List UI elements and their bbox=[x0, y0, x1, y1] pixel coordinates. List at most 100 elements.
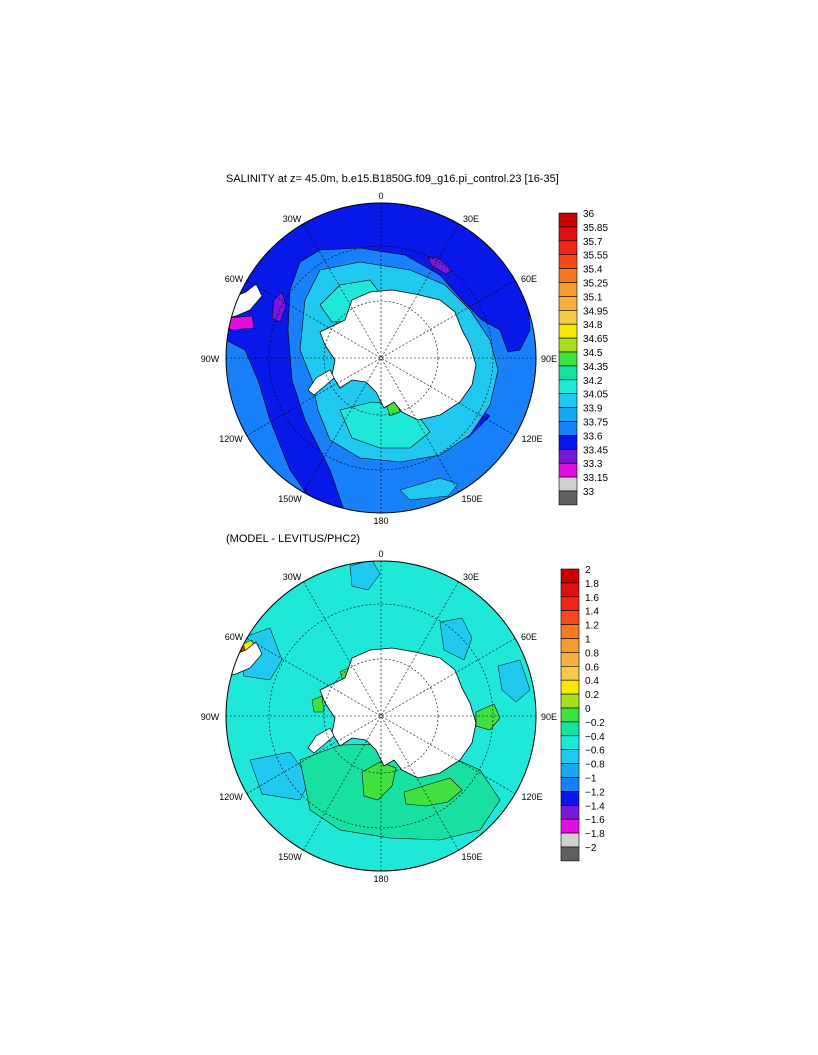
colorbar-label: 33.15 bbox=[583, 473, 608, 484]
colorbar-label: 35.55 bbox=[583, 251, 608, 262]
colorbar-swatch bbox=[558, 476, 578, 492]
colorbar-label: 34.05 bbox=[583, 390, 608, 401]
colorbar-swatch bbox=[558, 393, 578, 408]
difference-patch-east bbox=[497, 659, 531, 703]
colorbar-label: 0.4 bbox=[585, 676, 599, 687]
salinity-outer-band bbox=[226, 203, 531, 513]
salinity-graticule bbox=[226, 203, 536, 513]
colorbar-label: −1.8 bbox=[585, 829, 605, 840]
colorbar-label: −0.8 bbox=[585, 760, 605, 771]
colorbar-swatch bbox=[558, 254, 578, 269]
colorbar-label: 35.25 bbox=[583, 279, 608, 290]
difference-lon-labels: 0 30E 60E 90E 120E 150E 180 150W 120W 90… bbox=[201, 549, 557, 884]
colorbar-swatch bbox=[560, 638, 580, 653]
salinity-colorbar: 36 35.85 35.7 35.55 35.4 35.25 35.1 34.95 34.8 34… bbox=[558, 209, 608, 506]
colorbar-swatch bbox=[560, 846, 580, 862]
colorbar-label: −1.2 bbox=[585, 787, 605, 798]
colorbar-swatch bbox=[558, 323, 578, 339]
colorbar-swatch bbox=[560, 693, 580, 709]
colorbar-label: 34.35 bbox=[583, 362, 608, 373]
colorbar-label: 0.6 bbox=[585, 662, 599, 673]
colorbar-swatch bbox=[560, 568, 580, 584]
lon-label-90e: 90E bbox=[541, 712, 557, 722]
salinity-map-border bbox=[225, 202, 537, 514]
colorbar-swatch bbox=[558, 212, 578, 228]
colorbar-swatch bbox=[560, 749, 580, 764]
colorbar-label: 1.8 bbox=[585, 579, 599, 590]
salinity-title: SALINITY at z= 45.0m, b.e15.B1850G.f09_g… bbox=[226, 173, 559, 185]
colorbar-label: 35.4 bbox=[583, 265, 603, 276]
difference-patch-north bbox=[349, 561, 381, 591]
lon-label-150e: 150E bbox=[461, 852, 482, 862]
colorbar-label: 35.7 bbox=[583, 237, 603, 248]
colorbar-swatch bbox=[560, 665, 580, 681]
colorbar-label: 33.3 bbox=[583, 459, 603, 470]
colorbar-swatch bbox=[558, 462, 578, 478]
lon-label-0: 0 bbox=[378, 191, 383, 201]
lon-label-120e: 120E bbox=[521, 792, 542, 802]
difference-colorbar: 2 1.8 1.6 1.4 1.2 1 0.8 0.6 0.4 0.2 0 −0.2 −0.4 −0.6 −… bbox=[560, 565, 605, 862]
lon-label-150w: 150W bbox=[278, 852, 302, 862]
lon-label-30w: 30W bbox=[283, 572, 302, 582]
difference-green-southeast bbox=[403, 777, 463, 807]
colorbar-swatch bbox=[560, 652, 580, 667]
colorbar-swatch bbox=[558, 490, 578, 506]
salinity-purple-spot-east bbox=[427, 257, 453, 275]
colorbar-label: 34.95 bbox=[583, 306, 608, 317]
colorbar-label: 34.2 bbox=[583, 376, 603, 387]
difference-green-ross bbox=[361, 761, 397, 801]
colorbar-label: 1 bbox=[585, 635, 591, 646]
salinity-map bbox=[226, 203, 536, 513]
colorbar-label: 1.4 bbox=[585, 607, 599, 618]
colorbar-swatch bbox=[558, 226, 578, 242]
colorbar-label: −2 bbox=[585, 843, 597, 854]
colorbar-label: 33.9 bbox=[583, 404, 603, 415]
colorbar-swatch bbox=[560, 679, 580, 695]
colorbar-swatch bbox=[560, 624, 580, 639]
colorbar-swatch bbox=[560, 763, 580, 778]
difference-map bbox=[226, 561, 536, 871]
colorbar-swatch bbox=[558, 351, 578, 367]
salinity-peninsula bbox=[307, 369, 335, 396]
colorbar-label: 34.65 bbox=[583, 334, 608, 345]
colorbar-label: 33.75 bbox=[583, 418, 608, 429]
difference-map-border bbox=[225, 560, 537, 872]
colorbar-swatch bbox=[558, 309, 578, 325]
colorbar-label: 34.5 bbox=[583, 348, 603, 359]
colorbar-swatch bbox=[558, 365, 578, 381]
lon-label-30w: 30W bbox=[283, 214, 302, 224]
lon-label-120e: 120E bbox=[521, 434, 542, 444]
colorbar-swatch bbox=[560, 804, 580, 820]
colorbar-label: 33 bbox=[583, 487, 595, 498]
colorbar-label: 33.6 bbox=[583, 431, 603, 442]
colorbar-label: −1.6 bbox=[585, 815, 605, 826]
colorbar-swatch bbox=[560, 777, 580, 792]
colorbar-swatch bbox=[560, 721, 580, 737]
lon-label-0: 0 bbox=[378, 549, 383, 559]
lon-label-90e: 90E bbox=[541, 354, 557, 364]
lon-label-90w: 90W bbox=[201, 354, 220, 364]
colorbar-swatch bbox=[560, 582, 580, 598]
lon-label-180: 180 bbox=[373, 516, 388, 526]
lon-label-90w: 90W bbox=[201, 712, 220, 722]
difference-patch-northeast bbox=[439, 617, 473, 661]
salinity-magenta-spot bbox=[227, 315, 255, 331]
colorbar-label: 0 bbox=[585, 704, 591, 715]
lon-label-150e: 150E bbox=[461, 494, 482, 504]
colorbar-swatch bbox=[558, 337, 578, 353]
difference-title: (MODEL - LEVITUS/PHC2) bbox=[226, 533, 360, 545]
colorbar-label: 0.2 bbox=[585, 690, 599, 701]
colorbar-swatch bbox=[558, 407, 578, 422]
colorbar-swatch bbox=[560, 610, 580, 625]
difference-peninsula bbox=[307, 727, 335, 754]
colorbar-label: −0.6 bbox=[585, 746, 605, 757]
lon-label-120w: 120W bbox=[219, 434, 243, 444]
colorbar-swatch bbox=[558, 448, 578, 464]
lon-label-60w: 60W bbox=[225, 632, 244, 642]
colorbar-label: 34.8 bbox=[583, 320, 603, 331]
colorbar-swatch bbox=[558, 379, 578, 394]
colorbar-label: −1.4 bbox=[585, 801, 605, 812]
colorbar-label: 35.1 bbox=[583, 292, 603, 303]
colorbar-swatch bbox=[560, 832, 580, 848]
salinity-southeast-patch bbox=[399, 477, 459, 501]
